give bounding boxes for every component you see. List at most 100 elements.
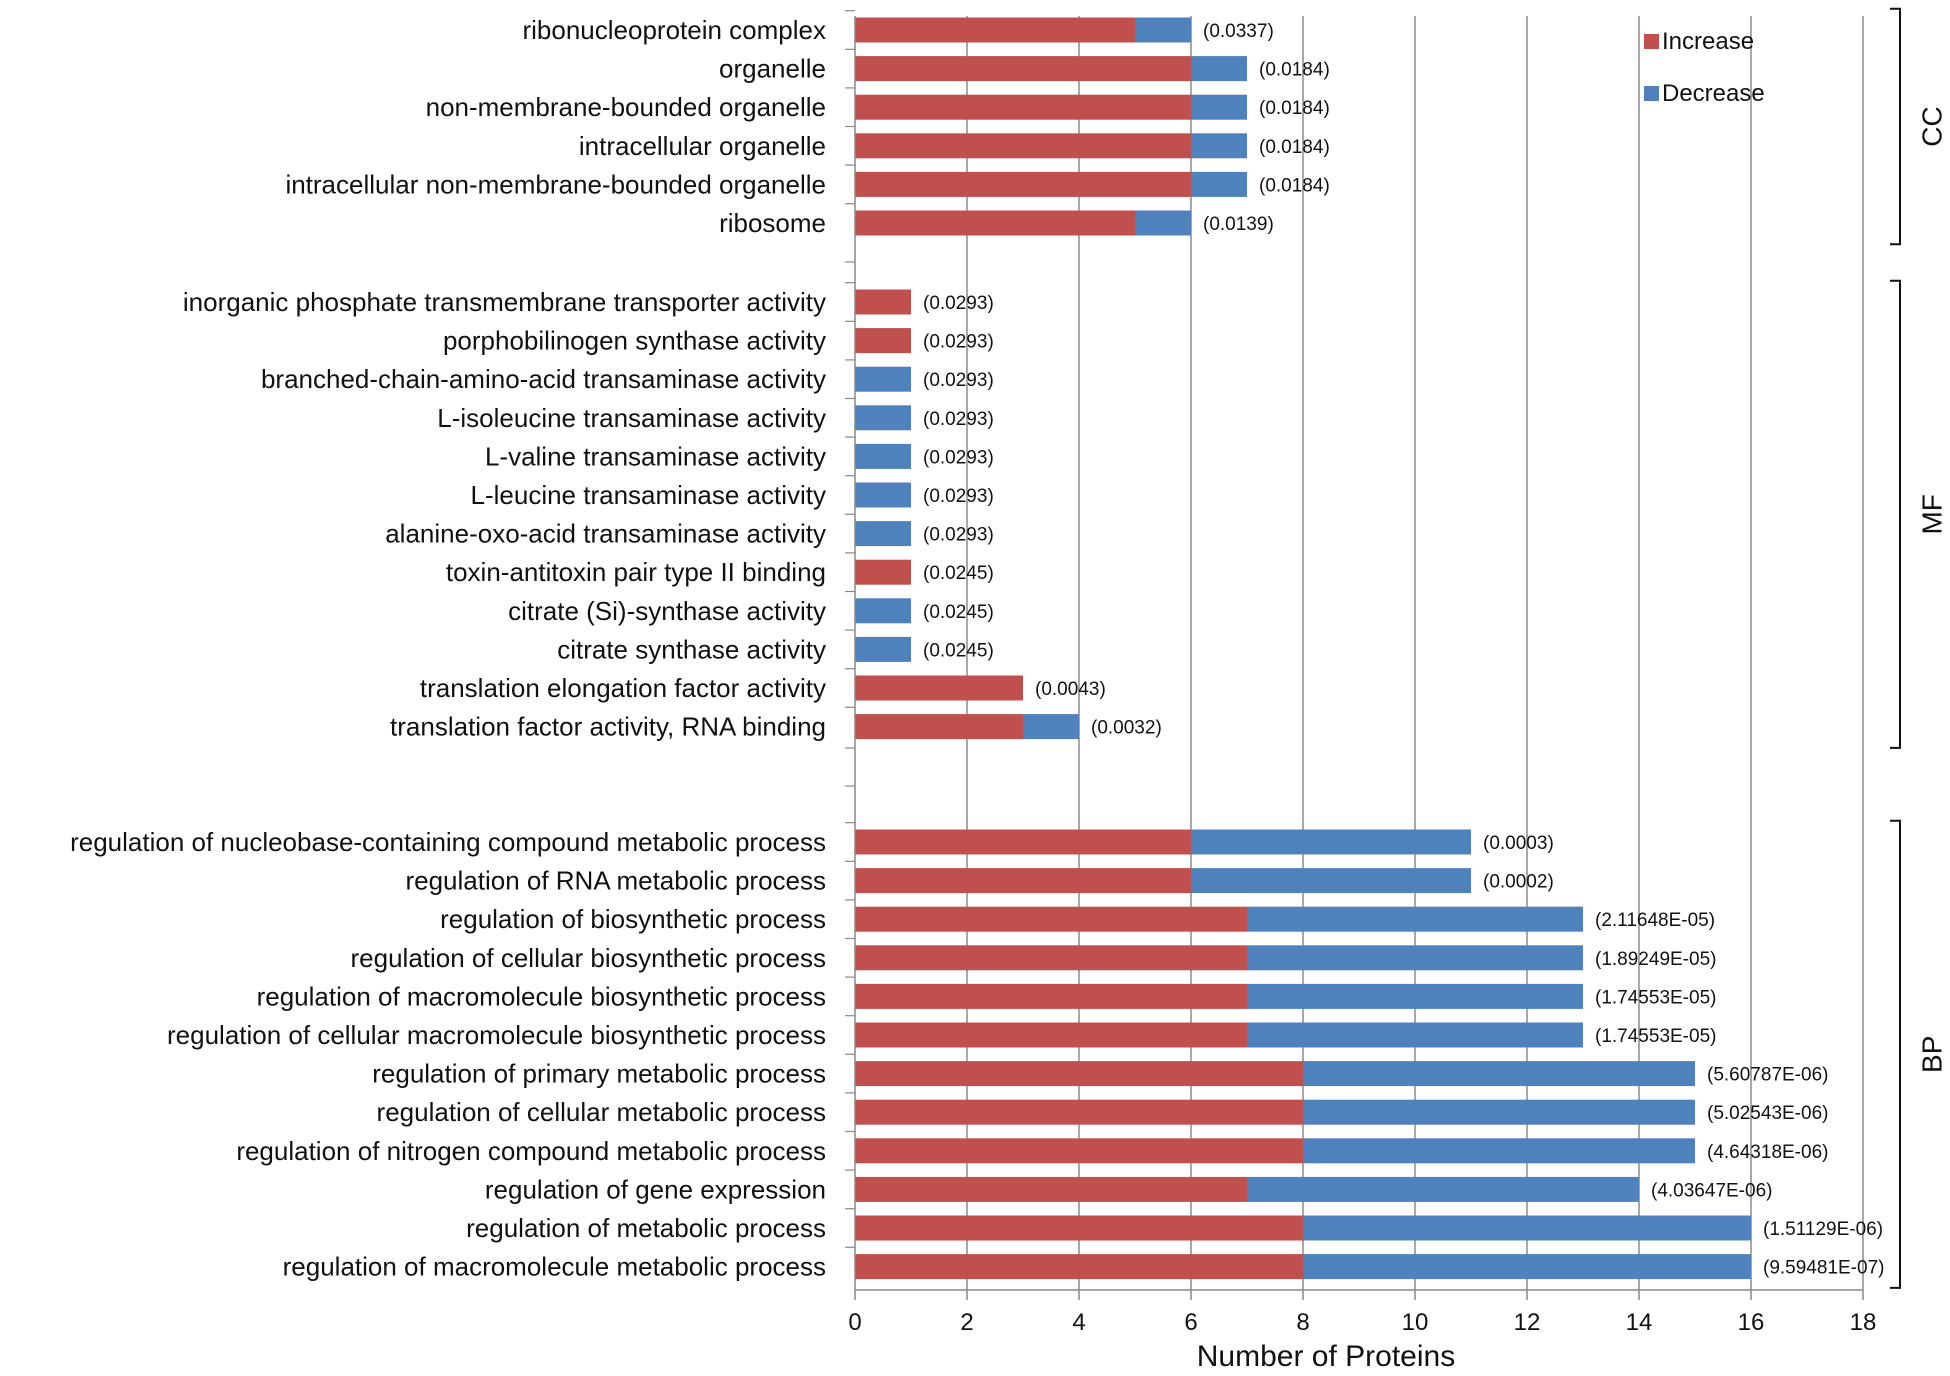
pvalue-label: (0.0002) bbox=[1483, 872, 1554, 893]
bar-increase bbox=[855, 983, 1247, 1009]
bar-decrease bbox=[1247, 945, 1583, 971]
bar-increase bbox=[855, 210, 1135, 236]
bar-increase bbox=[855, 1099, 1303, 1125]
bar-increase bbox=[855, 829, 1191, 855]
pvalue-label: (5.02543E-06) bbox=[1707, 1103, 1828, 1124]
bar-decrease bbox=[1191, 94, 1247, 120]
category-label: regulation of nucleobase-containing comp… bbox=[70, 827, 826, 857]
legend-swatch bbox=[1644, 34, 1659, 49]
x-tick-label: 2 bbox=[960, 1309, 973, 1336]
category-label: intracellular non-membrane-bounded organ… bbox=[285, 169, 826, 199]
bar-increase bbox=[855, 868, 1191, 894]
pvalue-labels: (0.0337) (0.0184) (0.0184) (0.0184) (0.0184)… bbox=[923, 21, 1884, 1279]
category-label: regulation of macromolecule metabolic pr… bbox=[283, 1252, 826, 1282]
pvalue-label: (0.0032) bbox=[1091, 718, 1162, 739]
grid-lines bbox=[966, 16, 1864, 1290]
legend: Increase Decrease bbox=[1644, 28, 1765, 107]
category-label: regulation of metabolic process bbox=[466, 1213, 826, 1243]
category-label: regulation of cellular macromolecule bio… bbox=[167, 1020, 826, 1050]
pvalue-label: (0.0043) bbox=[1035, 679, 1106, 700]
category-label: regulation of primary metabolic process bbox=[372, 1059, 826, 1089]
category-labels: ribonucleoprotein complex organelle non-me… bbox=[70, 15, 826, 1282]
bar-decrease bbox=[1023, 714, 1079, 740]
x-tick-label: 14 bbox=[1626, 1309, 1653, 1336]
category-label: non-membrane-bounded organelle bbox=[426, 92, 826, 122]
bar-decrease bbox=[1247, 906, 1583, 932]
bar-increase bbox=[855, 94, 1191, 120]
bar-decrease bbox=[1191, 868, 1471, 894]
bar-increase bbox=[855, 171, 1191, 197]
bar-increase bbox=[855, 675, 1023, 701]
bar-decrease bbox=[855, 636, 911, 662]
category-label: porphobilinogen synthase activity bbox=[443, 326, 826, 356]
bar-increase bbox=[855, 289, 911, 315]
group-label: BP bbox=[1916, 1036, 1947, 1073]
bars bbox=[855, 17, 1751, 1280]
category-label: toxin-antitoxin pair type II binding bbox=[446, 557, 826, 587]
pvalue-label: (0.0337) bbox=[1203, 21, 1274, 42]
pvalue-label: (0.0184) bbox=[1259, 137, 1330, 158]
group-bracket bbox=[1890, 819, 1901, 1289]
category-label: L-leucine transaminase activity bbox=[471, 480, 827, 510]
category-label: regulation of cellular metabolic process bbox=[377, 1097, 826, 1127]
pvalue-label: (0.0245) bbox=[923, 640, 994, 661]
pvalue-label: (1.51129E-06) bbox=[1763, 1219, 1883, 1240]
bar-increase bbox=[855, 17, 1135, 43]
category-label: branched-chain-amino-acid transaminase a… bbox=[261, 364, 826, 394]
bar-decrease bbox=[1303, 1099, 1695, 1125]
category-label: translation factor activity, RNA binding bbox=[390, 712, 826, 742]
category-label: ribonucleoprotein complex bbox=[522, 15, 826, 45]
category-label: regulation of cellular biosynthetic proc… bbox=[351, 943, 826, 973]
pvalue-label: (0.0184) bbox=[1259, 98, 1330, 119]
bar-decrease bbox=[1303, 1061, 1695, 1087]
pvalue-label: (2.11648E-05) bbox=[1595, 910, 1715, 931]
pvalue-label: (0.0245) bbox=[923, 602, 994, 623]
bar-decrease bbox=[855, 521, 911, 547]
group-bracket bbox=[1890, 279, 1901, 749]
category-label: regulation of nitrogen compound metaboli… bbox=[236, 1136, 826, 1166]
bar-increase bbox=[855, 945, 1247, 971]
category-label: regulation of gene expression bbox=[485, 1174, 826, 1204]
bar-decrease bbox=[1135, 210, 1191, 236]
category-label: intracellular organelle bbox=[579, 131, 826, 161]
pvalue-label: (0.0184) bbox=[1259, 175, 1330, 196]
pvalue-label: (0.0293) bbox=[923, 409, 994, 430]
pvalue-label: (0.0293) bbox=[923, 447, 994, 468]
pvalue-label: (0.0003) bbox=[1483, 833, 1554, 854]
category-label: translation elongation factor activity bbox=[420, 673, 826, 703]
bar-decrease bbox=[1191, 133, 1247, 159]
bar-decrease bbox=[855, 443, 911, 469]
bar-increase bbox=[855, 56, 1191, 82]
category-label: citrate synthase activity bbox=[557, 634, 826, 664]
category-label: regulation of biosynthetic process bbox=[440, 904, 826, 934]
bar-decrease bbox=[855, 482, 911, 508]
bar-decrease bbox=[855, 598, 911, 624]
legend-label: Decrease bbox=[1662, 80, 1765, 107]
x-tick-label: 10 bbox=[1402, 1309, 1429, 1336]
bar-increase bbox=[855, 328, 911, 354]
bar-decrease bbox=[1247, 1176, 1639, 1202]
pvalue-label: (5.60787E-06) bbox=[1707, 1065, 1828, 1086]
pvalue-label: (4.03647E-06) bbox=[1651, 1180, 1772, 1201]
category-label: inorganic phosphate transmembrane transp… bbox=[183, 287, 826, 317]
bar-decrease bbox=[855, 366, 911, 392]
category-label: organelle bbox=[719, 54, 826, 84]
bar-decrease bbox=[1191, 171, 1247, 197]
x-tick-label: 18 bbox=[1850, 1309, 1877, 1336]
x-axis-title: Number of Proteins bbox=[1197, 1340, 1455, 1373]
category-label: alanine-oxo-acid transaminase activity bbox=[385, 519, 826, 549]
pvalue-label: (0.0293) bbox=[923, 332, 994, 353]
bar-increase bbox=[855, 906, 1247, 932]
bar-increase bbox=[855, 1176, 1247, 1202]
pvalue-label: (0.0293) bbox=[923, 370, 994, 391]
group-label: CC bbox=[1916, 106, 1947, 146]
legend-label: Increase bbox=[1662, 28, 1754, 55]
pvalue-label: (1.74553E-05) bbox=[1595, 987, 1716, 1008]
pvalue-label: (0.0293) bbox=[923, 486, 994, 507]
group-bracket bbox=[1890, 7, 1901, 246]
x-axis: 0 2 4 6 8 10 12 14 16 18 bbox=[845, 10, 1877, 1336]
bar-decrease bbox=[1303, 1138, 1695, 1164]
bar-decrease bbox=[1247, 1022, 1583, 1048]
bar-increase bbox=[855, 1215, 1303, 1241]
